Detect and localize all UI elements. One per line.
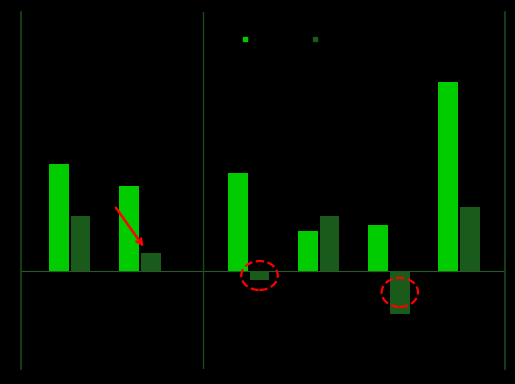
Bar [438,82,458,271]
Bar [390,271,409,314]
Bar [141,253,161,271]
Bar [460,207,480,271]
Bar [368,225,388,271]
Bar [119,185,139,271]
Bar [320,216,339,271]
Bar [298,231,318,271]
Bar [71,216,91,271]
Bar [250,271,269,280]
Bar [228,173,248,271]
Bar [49,164,68,271]
